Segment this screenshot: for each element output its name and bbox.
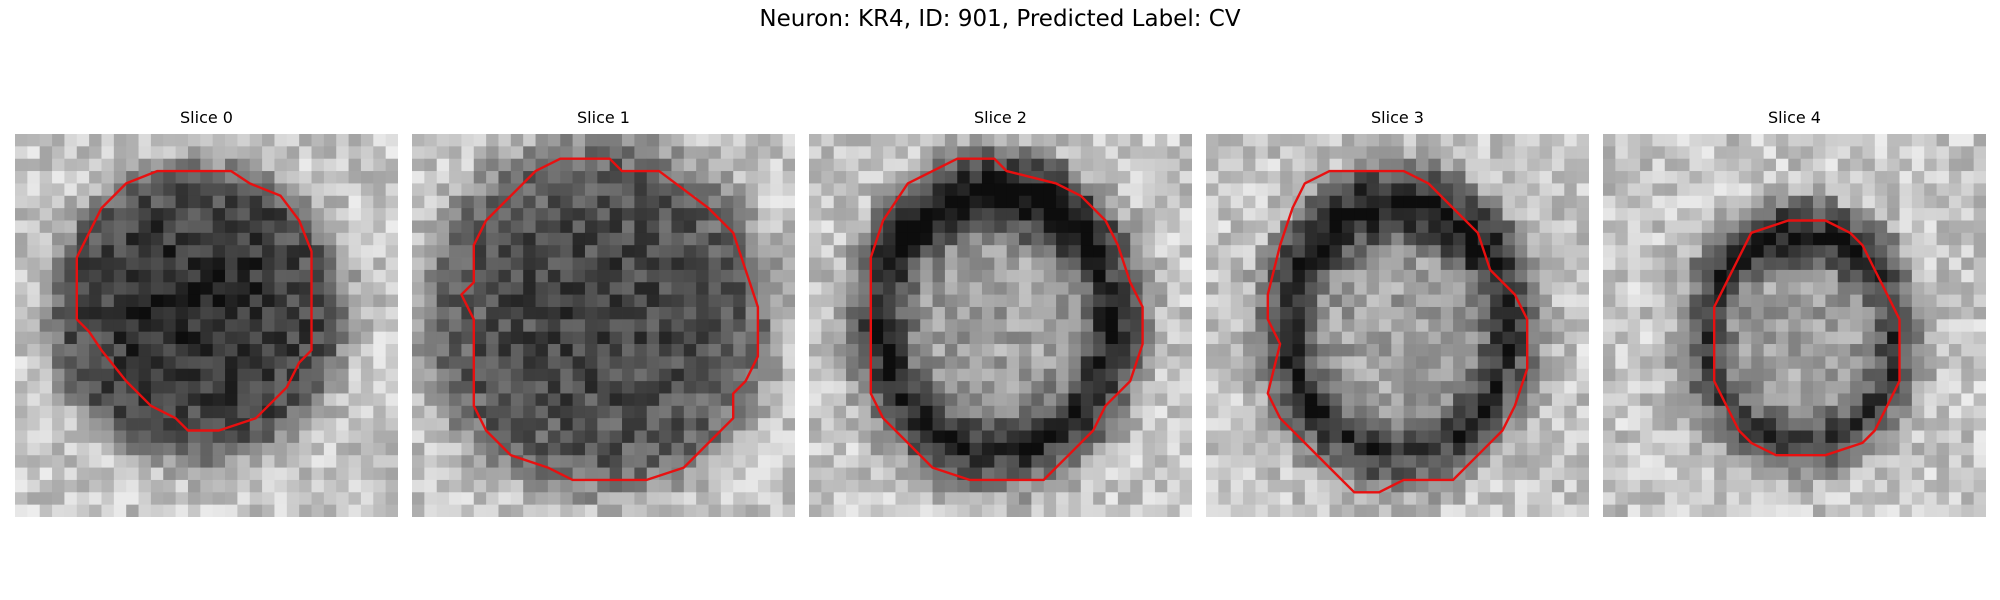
slice-title: Slice 1 [577,108,630,127]
slice-panel-1: Slice 1 [412,108,795,517]
slice-image [809,134,1192,517]
slice-image [1206,134,1589,517]
slice-panel-3: Slice 3 [1206,108,1589,517]
slice-image [412,134,795,517]
slice-panel-0: Slice 0 [15,108,398,517]
figure-title: Neuron: KR4, ID: 901, Predicted Label: C… [759,6,1241,32]
slice-title: Slice 0 [180,108,233,127]
slice-title: Slice 4 [1768,108,1821,127]
slice-image [1603,134,1986,517]
slice-title: Slice 3 [1371,108,1424,127]
roi-contour [75,169,313,432]
slice-image [15,134,398,517]
slice-panel-4: Slice 4 [1603,108,1986,517]
slice-title: Slice 2 [974,108,1027,127]
roi-contour [1266,169,1529,494]
slice-panel-2: Slice 2 [809,108,1192,517]
roi-contour [460,157,760,482]
roi-contour [869,157,1144,482]
roi-contour [1712,219,1901,457]
